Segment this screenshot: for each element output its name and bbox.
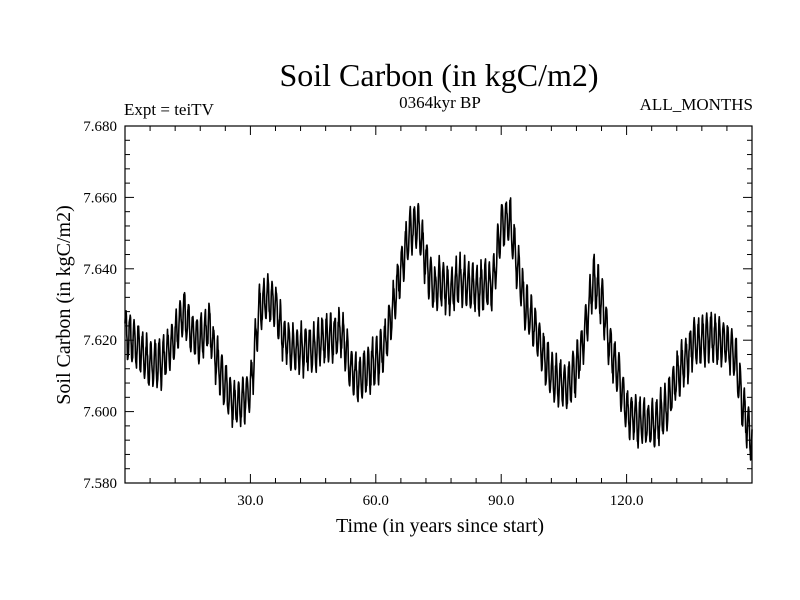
tick-labels: 7.580 7.600 7.620 7.640 7.660 7.680 30.0 60.0 90… bbox=[83, 119, 643, 509]
axes bbox=[124, 125, 753, 484]
y-tick-label: 7.680 bbox=[83, 119, 117, 135]
period-label: 0364kyr BP bbox=[399, 93, 481, 112]
x-tick-label: 120.0 bbox=[610, 493, 644, 509]
y-axis-label: Soil Carbon (in kgC/m2) bbox=[53, 205, 75, 404]
series-line-soil-carbon bbox=[124, 197, 753, 461]
plot-frame bbox=[124, 125, 753, 484]
x-tick-label: 30.0 bbox=[237, 493, 263, 509]
y-tick-label: 7.660 bbox=[83, 190, 117, 206]
months-label: ALL_MONTHS bbox=[640, 95, 753, 114]
chart-title: Soil Carbon (in kgC/m2) bbox=[279, 57, 598, 93]
y-tick-label: 7.640 bbox=[83, 262, 117, 278]
x-tick-label: 60.0 bbox=[363, 493, 389, 509]
y-tick-label: 7.600 bbox=[83, 405, 117, 421]
y-tick-label: 7.580 bbox=[83, 476, 117, 492]
experiment-label: Expt = teiTV bbox=[124, 100, 215, 119]
x-tick-label: 90.0 bbox=[488, 493, 514, 509]
y-tick-label: 7.620 bbox=[83, 333, 117, 349]
x-axis-label: Time (in years since start) bbox=[336, 515, 544, 537]
